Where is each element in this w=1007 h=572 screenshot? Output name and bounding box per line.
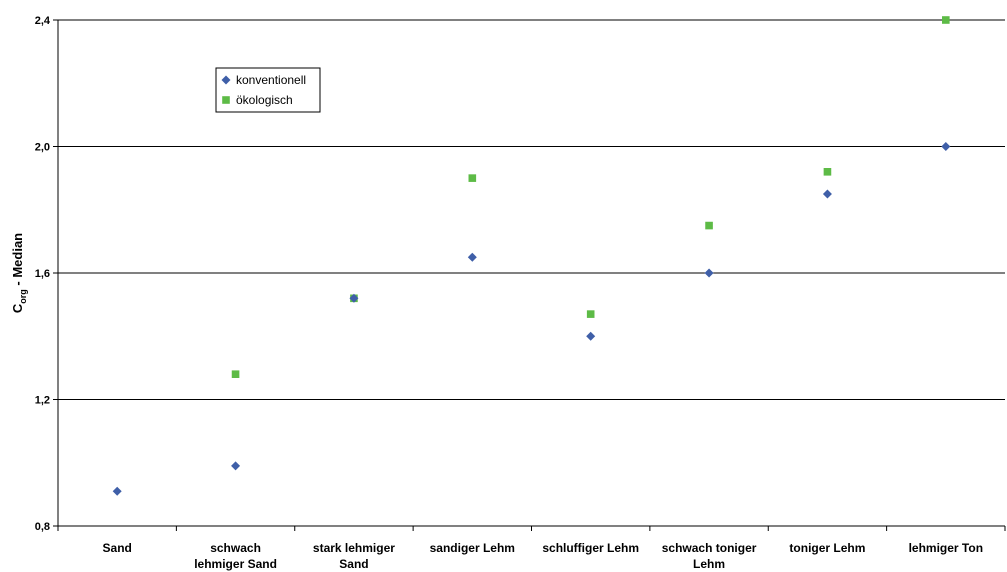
data-point-oekologisch bbox=[468, 174, 477, 182]
y-tick-labels: 0,8 1,2 1,6 2,0 2,4 bbox=[35, 15, 51, 533]
x-category-label: Sand bbox=[103, 541, 132, 555]
legend-marker bbox=[221, 75, 231, 85]
data-point-oekologisch bbox=[586, 310, 595, 318]
data-point-konventionell bbox=[586, 331, 596, 341]
data-points bbox=[112, 16, 951, 496]
y-tick-label: 2,0 bbox=[35, 142, 50, 154]
data-point-oekologisch bbox=[823, 168, 832, 176]
y-tick-label: 1,2 bbox=[35, 395, 50, 407]
y-axis-label-sub: org bbox=[18, 289, 28, 304]
x-category-label: schwach toniger Lehm bbox=[662, 541, 757, 571]
x-category-label: stark lehmiger Sand bbox=[313, 541, 395, 571]
legend: konventionell ökologisch bbox=[215, 67, 321, 113]
axes bbox=[53, 19, 1006, 531]
data-point-konventionell bbox=[349, 293, 359, 303]
data-point-konventionell bbox=[112, 486, 122, 496]
legend-label: ökologisch bbox=[236, 93, 293, 107]
legend-marker bbox=[222, 96, 230, 104]
y-axis-label-main: C bbox=[10, 303, 25, 313]
data-point-konventionell bbox=[822, 189, 832, 199]
x-category-label: sandiger Lehm bbox=[430, 541, 515, 555]
data-point-konventionell bbox=[941, 142, 951, 151]
y-tick-label: 1,6 bbox=[35, 268, 50, 280]
y-tick-label: 2,4 bbox=[35, 15, 51, 27]
data-point-konventionell bbox=[704, 268, 714, 278]
gridlines bbox=[58, 19, 1005, 400]
data-point-konventionell bbox=[231, 461, 241, 471]
legend-box bbox=[215, 67, 321, 113]
x-category-label: schwach lehmiger Sand bbox=[194, 541, 277, 571]
data-point-konventionell bbox=[467, 252, 477, 262]
y-axis-label-rest: - Median bbox=[10, 233, 25, 289]
y-axis-label: Corg - Median bbox=[10, 233, 28, 313]
legend-label: konventionell bbox=[236, 73, 306, 87]
y-tick-label: 0,8 bbox=[35, 521, 50, 533]
x-category-label: toniger Lehm bbox=[789, 541, 865, 555]
x-category-label: schluffiger Lehm bbox=[542, 541, 639, 555]
data-point-oekologisch bbox=[231, 370, 240, 378]
x-category-labels: Sand schwach lehmiger Sand stark lehmiger Sa… bbox=[103, 541, 984, 571]
data-point-oekologisch bbox=[942, 16, 950, 24]
data-point-oekologisch bbox=[705, 221, 713, 230]
x-category-label: lehmiger Ton bbox=[909, 541, 983, 555]
